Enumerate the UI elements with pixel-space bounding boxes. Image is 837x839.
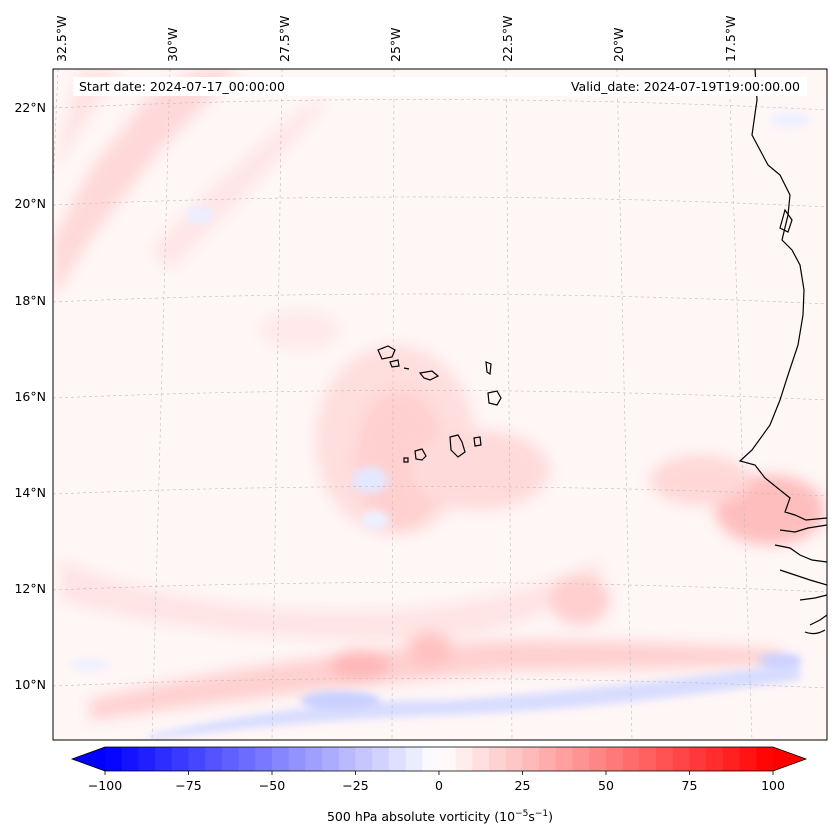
colorbar-bin [138,747,156,771]
colorbar-bin [505,747,523,771]
lat-label: 12°N [14,581,46,596]
colorbar-bin [572,747,590,771]
lon-label: 25°W [388,27,403,62]
graticule [53,69,827,740]
lat-label: 14°N [14,485,46,500]
colorbar-bin [472,747,490,771]
colorbar-bins [72,747,806,771]
colorbar-tick-label: 100 [761,778,785,793]
colorbar-bin [188,747,206,771]
valid-date-text: Valid_date: 2024-07-19T19:00:00.00 [571,79,800,94]
colorbar-bin [656,747,674,771]
colorbar-bin [706,747,724,771]
colorbar-bin [155,747,173,771]
cape-verde-islands [377,345,502,463]
colorbar-bin [372,747,390,771]
colorbar-tick-label: 25 [515,778,531,793]
lon-label: 20°W [611,27,626,62]
colorbar-bin [405,747,423,771]
colorbar-bin [522,747,540,771]
colorbar-bin [606,747,624,771]
map-panel: Start date: 2024-07-17_00:00:00 Valid_da… [53,69,827,740]
colorbar-bin [589,747,607,771]
colorbar-tick-label: −25 [342,778,368,793]
latitude-labels: 22°N 20°N 18°N 16°N 14°N 12°N 10°N [14,100,46,692]
lat-label: 18°N [14,293,46,308]
colorbar-ticks: −100 −75 −50 −25 0 25 50 75 100 [88,771,785,793]
colorbar-bin [555,747,574,771]
lon-label: 27.5°W [277,16,292,62]
colorbar-bin [672,747,690,771]
colorbar-bin [422,747,440,771]
start-date-text: Start date: 2024-07-17_00:00:00 [79,79,285,94]
colorbar-bin [221,747,240,771]
lon-label: 17.5°W [723,16,738,62]
colorbar-tick-label: −50 [259,778,285,793]
colorbar-title: 500 hPa absolute vorticity (10−5s−1) [327,809,553,824]
colorbar-bin [355,747,373,771]
colorbar-tick-label: 0 [435,778,443,793]
colorbar-tick-label: −75 [175,778,201,793]
coastline [738,69,827,635]
colorbar-bin [388,747,407,771]
colorbar-extend-min [72,747,105,771]
lat-label: 10°N [14,677,46,692]
lat-label: 20°N [14,196,46,211]
colorbar-bin [539,747,557,771]
colorbar-bin [205,747,223,771]
colorbar-bin [105,747,123,771]
map-frame [52,68,828,741]
colorbar-extend-max [773,747,806,771]
colorbar-bin [489,747,507,771]
colorbar-bin [639,747,657,771]
colorbar-bin [305,747,323,771]
colorbar-bin [288,747,306,771]
longitude-labels: 32.5°W 30°W 27.5°W 25°W 22.5°W 20°W 17.5… [54,16,738,62]
colorbar-bin [622,747,640,771]
colorbar-bin [439,747,457,771]
colorbar-bin [338,747,356,771]
colorbar-tick-label: 75 [682,778,698,793]
colorbar-bin [255,747,273,771]
colorbar-bin [739,747,757,771]
lon-label: 22.5°W [500,16,515,62]
colorbar-bin [455,747,473,771]
colorbar-bin [756,747,774,771]
lat-label: 22°N [14,100,46,115]
lon-label: 32.5°W [54,16,69,62]
lon-label: 30°W [165,27,180,62]
colorbar-bin [322,747,340,771]
colorbar-tick-label: 50 [598,778,614,793]
date-info-bar [73,77,807,96]
colorbar-bin [722,747,741,771]
colorbar-bin [238,747,256,771]
colorbar-bin [689,747,707,771]
colorbar-bin [272,747,290,771]
africa-coastline [738,69,827,521]
colorbar-bin [121,747,139,771]
colorbar-tick-label: −100 [88,778,122,793]
colorbar-bin [171,747,189,771]
colorbar: −100 −75 −50 −25 0 25 50 75 100 500 hPa absolute… [70,746,808,824]
lat-label: 16°N [14,389,46,404]
